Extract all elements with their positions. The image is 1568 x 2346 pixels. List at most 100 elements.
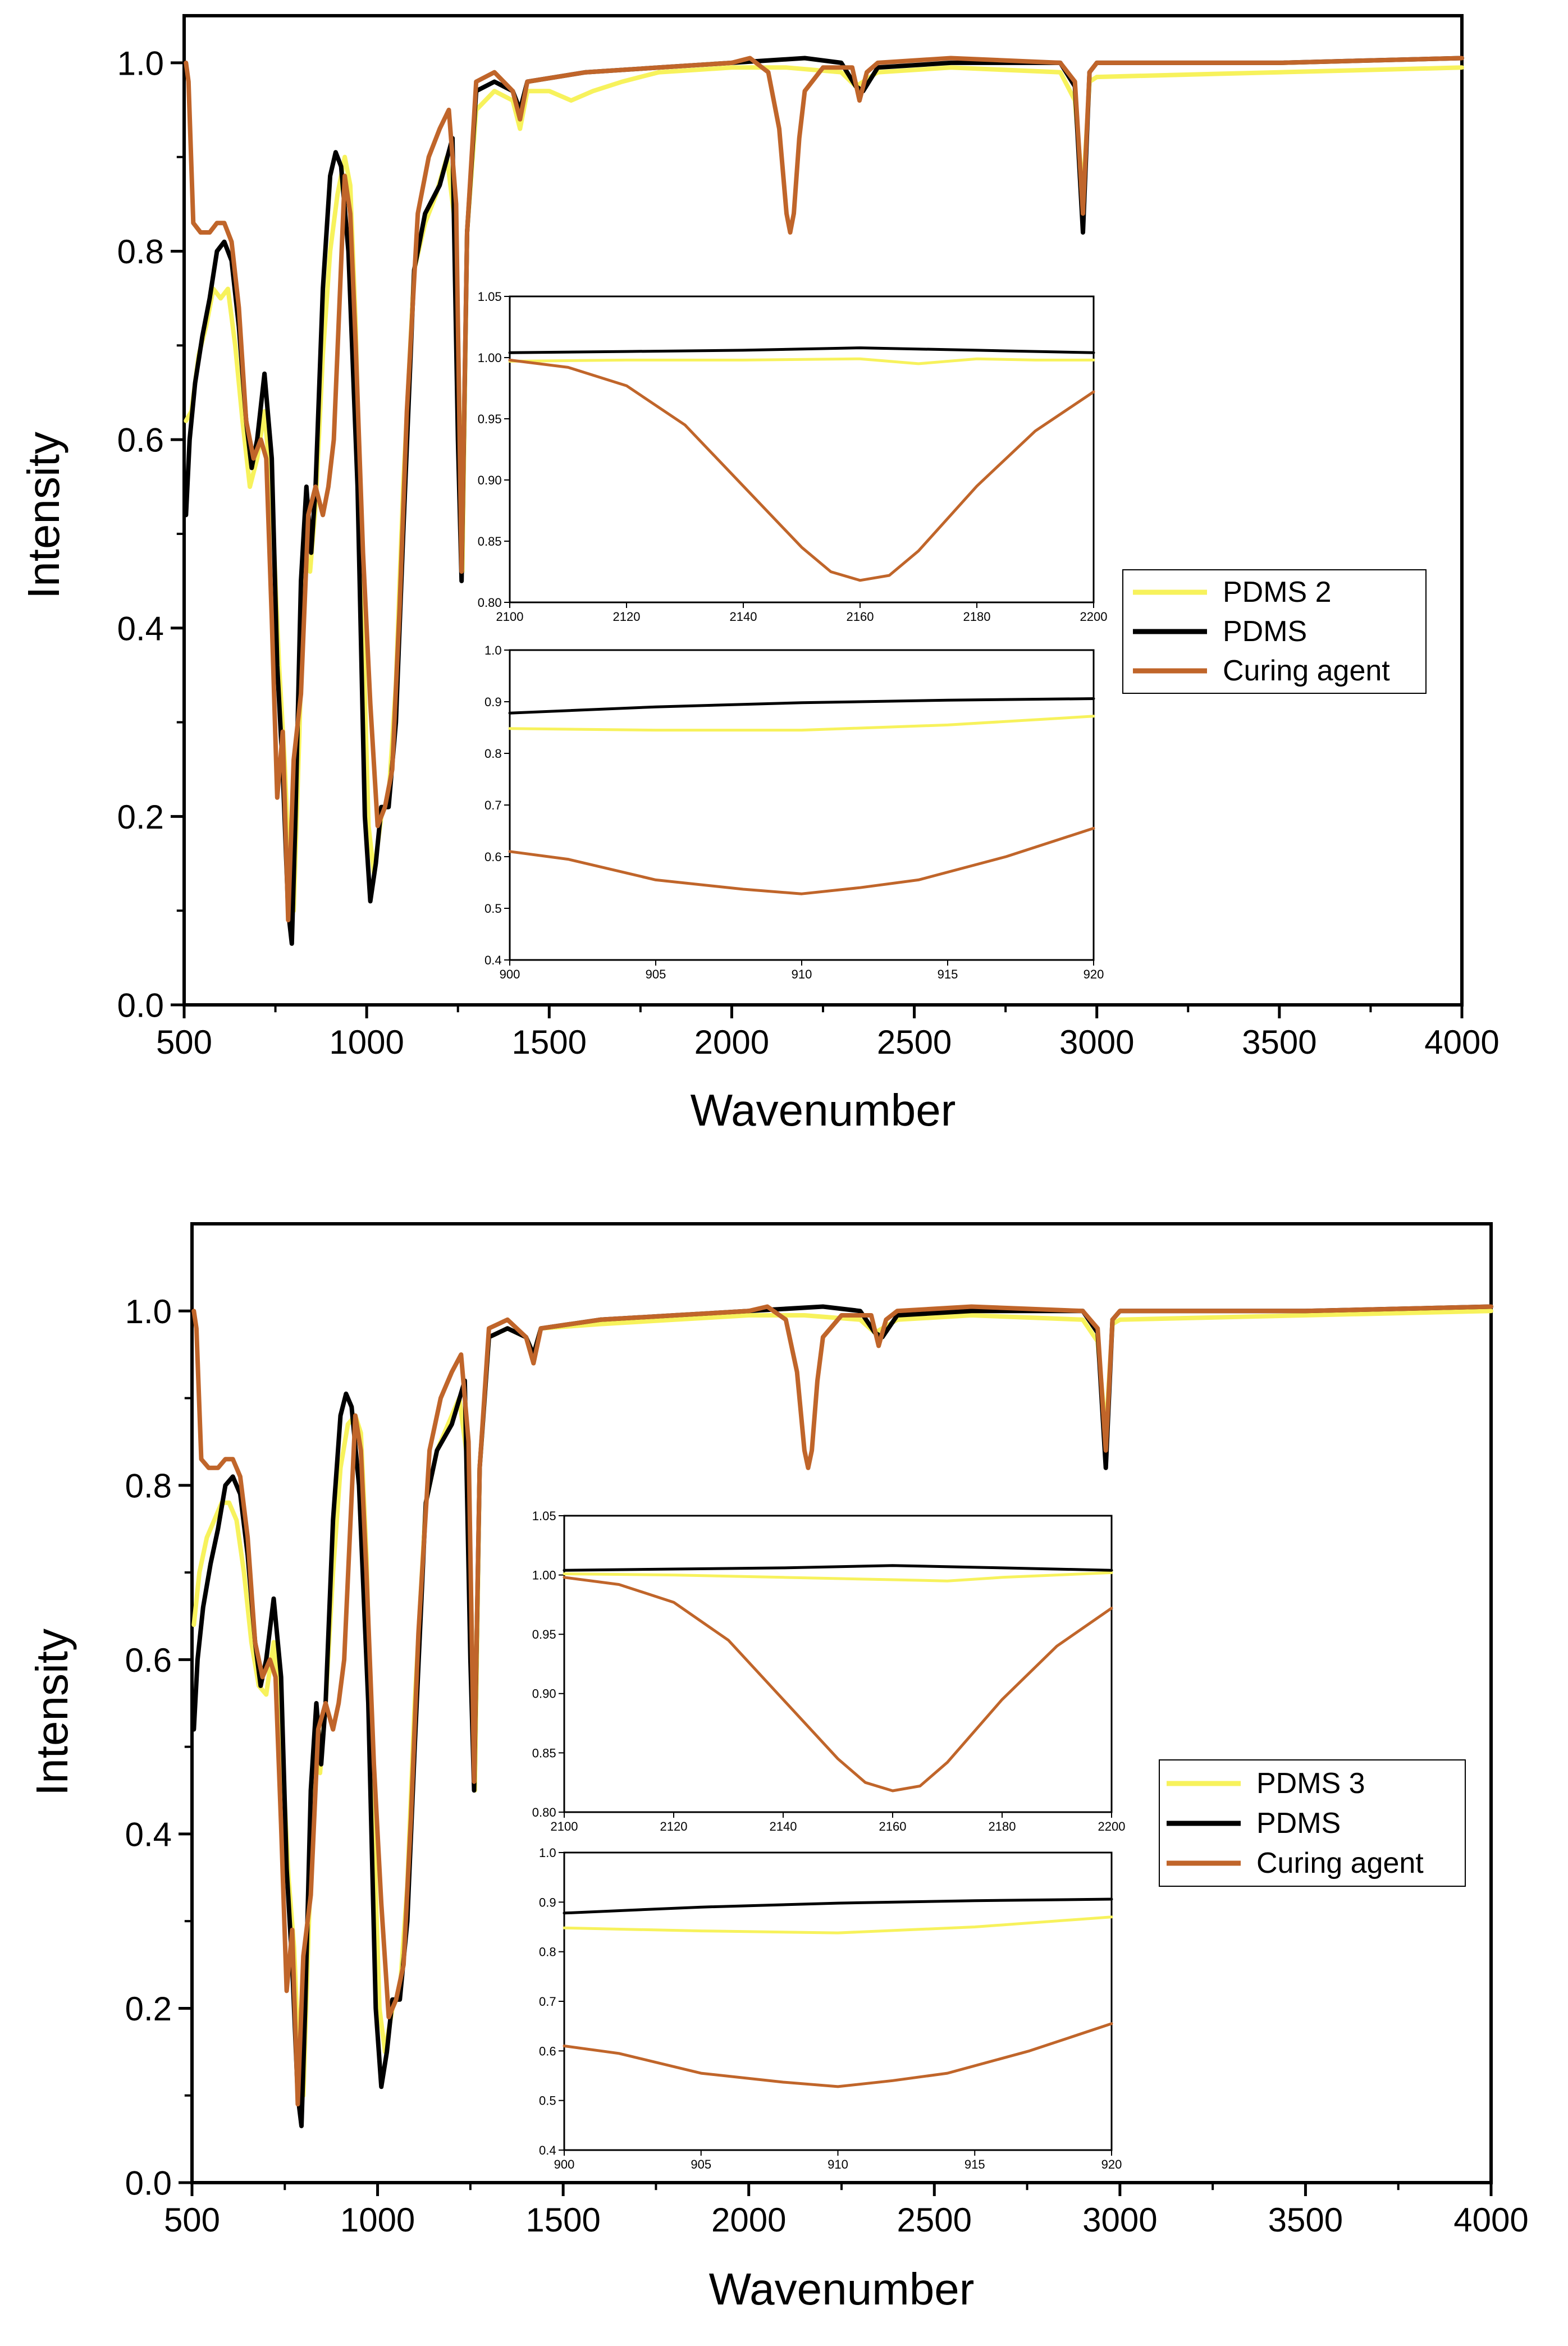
series-line-curing-agent [563,2022,1113,2088]
x-tick-label: 905 [691,2157,711,2171]
y-tick-label: 0.85 [532,1746,556,1760]
x-tick-label: 2160 [879,1819,907,1833]
series-line-pdms [563,1564,1113,1572]
x-tick-label: 500 [156,1023,212,1061]
y-tick-label: 1.00 [532,1568,556,1583]
series-line-curing-agent [508,826,1095,895]
y-tick-label: 1.05 [532,1509,556,1523]
x-axis-label: Wavenumber [691,1085,956,1135]
x-tick-label: 2160 [847,610,874,624]
x-tick-label: 3000 [1082,2201,1157,2239]
y-tick-label: 0.2 [117,798,164,836]
top-chart: 500 1000 1500 2000 2500 3000 3500 4000 0.0 0.2 0.4… [19,14,1500,1135]
x-tick-label: 2500 [877,1023,952,1061]
y-tick-label: 0.5 [539,2094,556,2108]
y-tick-label: 0.8 [125,1467,172,1504]
legend: PDMS 3 PDMS Curing agent [1159,1759,1466,1887]
y-tick-label: 0.7 [539,1995,556,2009]
y-tick-label: 0.6 [484,850,502,864]
legend-label-pdms2: PDMS 2 [1223,576,1332,609]
inset-series-layer [508,346,1095,582]
x-tick-label: 2140 [730,610,757,624]
inset-series-layer [563,1897,1113,2088]
y-tick-label: 0.4 [125,1816,172,1854]
x-tick-label: 900 [554,2157,575,2171]
x-tick-label: 4000 [1424,1023,1499,1061]
x-tick-label: 2100 [496,610,524,624]
y-axis-label: Intensity [19,432,68,599]
y-tick-label: 0.80 [478,596,502,610]
y-tick-label: 0.8 [117,233,164,271]
series-layer [191,1304,1493,2129]
x-tick-label: 2180 [963,610,991,624]
y-tick-label: 0.6 [125,1641,172,1679]
legend: PDMS 2 PDMS Curing agent [1122,569,1427,694]
y-tick-label: 0.90 [478,473,502,487]
y-tick-label: 0.8 [484,747,502,761]
y-tick-label: 1.0 [125,1293,172,1330]
y-tick-label: 0.0 [117,987,164,1025]
inset-axis-ticks: 2100 2120 2140 2160 2180 2200 0.80 0.85 0.90 0.95… [532,1509,1126,1833]
inset-plot-area [509,649,1095,961]
y-tick-label: 1.05 [478,290,502,304]
x-tick-label: 915 [938,967,958,981]
y-tick-label: 0.9 [484,695,502,709]
inset-series-layer [563,1564,1113,1792]
x-tick-label: 2200 [1080,610,1108,624]
x-tick-label: 2140 [770,1819,797,1833]
x-tick-label: 920 [1101,2157,1122,2171]
inset-chart-si-h-region: 900 905 910 915 920 0.4 0.5 0.6 0.7 0.8 0.9 1.0 [539,1846,1122,2171]
y-tick-label: 1.00 [478,351,502,365]
x-tick-label: 2000 [711,2201,786,2239]
x-axis-label: Wavenumber [709,2264,975,2314]
y-tick-label: 0.95 [532,1627,556,1641]
x-tick-label: 2100 [551,1819,578,1833]
series-line-pdms-3 [563,1571,1113,1583]
x-tick-label: 900 [500,967,520,981]
bottom-chart: 500 1000 1500 2000 2500 3000 3500 4000 0.0 0.2 0.4… [27,1222,1529,2314]
x-tick-label: 3500 [1242,1023,1316,1061]
y-tick-label: 0.4 [117,610,164,647]
y-tick-label: 0.8 [539,1945,556,1959]
axis-ticks: 500 1000 1500 2000 2500 3000 3500 4000 0.0 0.2 0.4… [117,45,1500,1061]
y-tick-label: 0.9 [539,1895,556,1909]
x-tick-label: 2200 [1098,1819,1126,1833]
series-layer [184,56,1464,946]
x-tick-label: 2120 [613,610,641,624]
legend-label-pdms3: PDMS 3 [1256,1767,1365,1800]
inset-series-layer [508,697,1095,895]
inset-chart-c-h-region: 2100 2120 2140 2160 2180 2200 0.80 0.85 0.90 0.95… [478,290,1108,624]
series-line-pdms-2 [508,357,1095,365]
y-tick-label: 0.90 [532,1687,556,1701]
y-tick-label: 1.0 [117,45,164,83]
y-tick-label: 0.85 [478,534,502,548]
x-tick-label: 3000 [1059,1023,1134,1061]
series-line-curing-agent [563,1576,1113,1792]
x-tick-label: 915 [964,2157,985,2171]
inset-axis-ticks: 2100 2120 2140 2160 2180 2200 0.80 0.85 0.90 0.95… [478,290,1108,624]
axis-ticks: 500 1000 1500 2000 2500 3000 3500 4000 0.0 0.2 0.4… [125,1293,1529,2239]
inset-plot-area [509,295,1095,603]
series-line-pdms [508,697,1095,715]
inset-chart-c-h-region: 2100 2120 2140 2160 2180 2200 0.80 0.85 0.90 0.95… [532,1509,1126,1833]
x-tick-label: 2120 [660,1819,688,1833]
x-tick-label: 910 [792,967,812,981]
series-line-pdms-3 [563,1915,1113,1935]
series-line-pdms-2 [508,715,1095,732]
y-tick-label: 0.2 [125,1990,172,2028]
y-axis-label: Intensity [27,1629,77,1796]
x-tick-label: 905 [646,967,666,981]
x-tick-label: 500 [164,2201,220,2239]
x-tick-label: 920 [1084,967,1104,981]
y-tick-label: 0.4 [539,2143,556,2157]
x-tick-label: 3500 [1268,2201,1343,2239]
y-tick-label: 0.6 [539,2044,556,2058]
x-tick-label: 2000 [694,1023,769,1061]
series-line-pdms [508,346,1095,354]
y-tick-label: 0.95 [478,412,502,426]
legend-label-curing-agent: Curing agent [1256,1847,1424,1879]
y-tick-label: 0.5 [484,902,502,916]
series-line-curing-agent [184,56,1464,922]
legend-label-pdms: PDMS [1256,1807,1341,1840]
